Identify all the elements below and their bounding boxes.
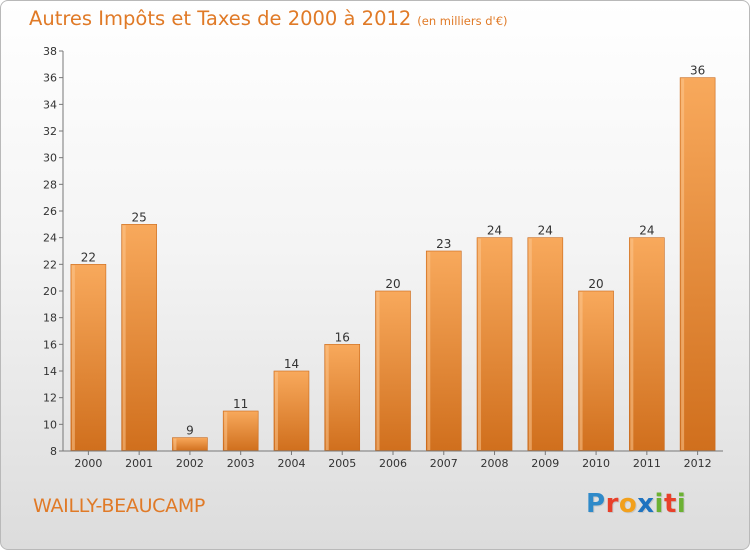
bar: [578, 290, 614, 452]
bar-value-label: 24: [639, 224, 654, 238]
bar: [527, 237, 564, 452]
bar-highlight: [376, 292, 380, 450]
logo-letter: t: [663, 489, 677, 519]
x-tick-label: 2011: [633, 457, 661, 470]
y-tick-label: 12: [43, 392, 57, 405]
bar-value-label: 36: [690, 64, 705, 78]
bar-value-label: 9: [186, 424, 194, 438]
y-tick-label: 32: [43, 125, 57, 138]
x-tick-label: 2010: [582, 457, 610, 470]
y-tick-label: 20: [43, 285, 57, 298]
title-unit: (en milliers d'€): [417, 14, 508, 28]
bar-value-label: 14: [284, 357, 299, 371]
logo-letter: i: [654, 489, 664, 519]
bar-value-label: 23: [436, 237, 451, 251]
x-tick-label: 2004: [277, 457, 305, 470]
y-tick-label: 18: [43, 312, 57, 325]
bar: [324, 344, 361, 452]
title-text: Autres Impôts et Taxes de 2000 à 2012: [29, 7, 412, 30]
bar-highlight: [478, 238, 482, 450]
bar-highlight: [681, 78, 685, 451]
bar: [476, 237, 513, 452]
logo-letter: o: [618, 489, 638, 519]
logo-letter: x: [637, 489, 655, 519]
bar-value-label: 20: [385, 277, 400, 291]
bar: [679, 77, 716, 452]
bar-highlight: [630, 238, 634, 450]
bar-highlight: [274, 372, 278, 450]
bar-highlight: [427, 252, 431, 450]
x-tick-label: 2001: [125, 457, 153, 470]
y-axis: 8 10 12 14 16 18 20 22 24 26 28 30 32 34 36 38: [43, 45, 64, 458]
y-tick-label: 24: [43, 232, 57, 245]
y-tick-label: 28: [43, 178, 57, 191]
bar-value-label: 24: [538, 224, 553, 238]
bar-highlight: [528, 238, 532, 450]
y-tick-label: 38: [43, 45, 57, 58]
bar-highlight: [325, 345, 329, 450]
bar-value-label: 25: [132, 210, 147, 224]
x-tick-label: 2007: [430, 457, 458, 470]
x-tick-label: 2009: [531, 457, 559, 470]
y-tick-label: 14: [43, 365, 57, 378]
bar-highlight: [173, 438, 177, 450]
x-tick-label: 2012: [684, 457, 712, 470]
y-tick-label: 26: [43, 205, 57, 218]
bar: [629, 237, 665, 452]
y-tick-label: 22: [43, 258, 57, 271]
y-tick-label: 30: [43, 152, 57, 165]
bar-highlight: [224, 412, 228, 450]
logo-letter: r: [605, 489, 619, 519]
x-tick-label: 2005: [328, 457, 356, 470]
bar-value-label: 20: [588, 277, 603, 291]
bar: [121, 224, 157, 452]
bar-value-label: 11: [233, 397, 248, 411]
bar-highlight: [579, 292, 583, 450]
chart-title: Autres Impôts et Taxes de 2000 à 2012 (en…: [29, 7, 508, 30]
x-tick-label: 2003: [227, 457, 255, 470]
bar-value-label: 24: [487, 224, 502, 238]
bar: [70, 264, 107, 452]
x-tick-label: 2002: [176, 457, 204, 470]
bar: [425, 250, 462, 452]
x-axis: 2000 2001 2002 2003 2004 2005 2006 2007 2008 2009…: [63, 450, 723, 470]
bars-group: 22 25 9 11 14 16 20 23 24 24 20 24 36: [70, 64, 716, 452]
bar: [172, 437, 208, 452]
bar: [273, 370, 310, 452]
bar: [375, 290, 411, 452]
y-tick-label: 16: [43, 338, 57, 351]
bar-value-label: 22: [81, 250, 96, 264]
commune-name: WAILLY-BEAUCAMP: [33, 495, 206, 517]
logo-letter: P: [586, 489, 606, 519]
y-tick-label: 8: [50, 445, 57, 458]
bar-value-label: 16: [335, 330, 350, 344]
y-tick-label: 10: [43, 418, 57, 431]
y-tick-label: 34: [43, 98, 57, 111]
bar-highlight: [122, 225, 126, 450]
proxiti-logo: Proxiti: [586, 489, 686, 519]
logo-letter: i: [676, 489, 687, 519]
bar-highlight: [71, 265, 75, 450]
bar: [222, 410, 259, 452]
x-tick-label: 2006: [379, 457, 407, 470]
x-tick-label: 2000: [74, 457, 102, 470]
x-tick-label: 2008: [481, 457, 509, 470]
y-tick-label: 36: [43, 72, 57, 85]
